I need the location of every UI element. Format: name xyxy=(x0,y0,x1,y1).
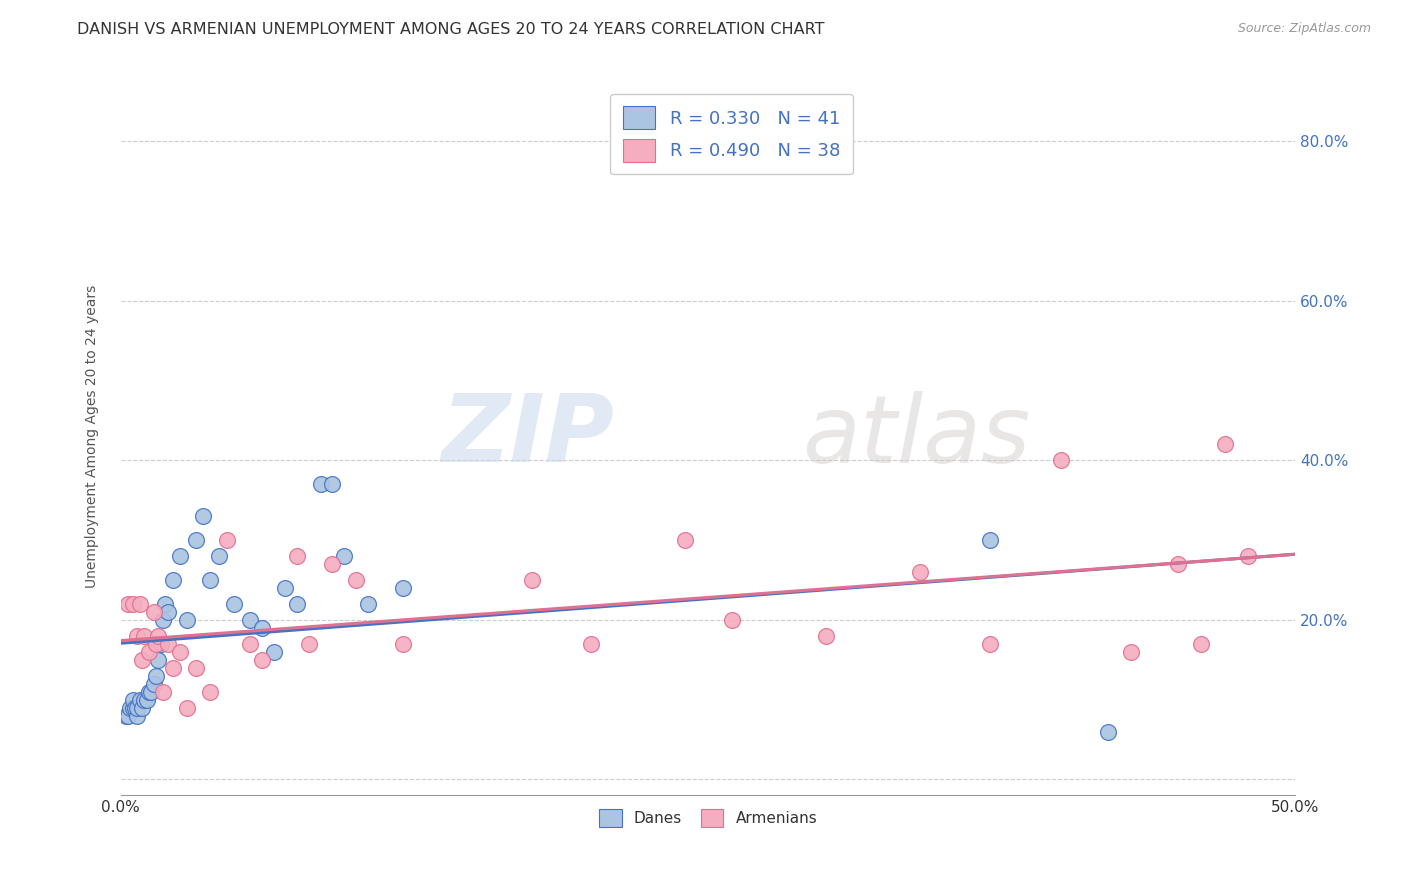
Point xyxy=(121,700,143,714)
Point xyxy=(145,637,167,651)
Point xyxy=(155,597,177,611)
Point xyxy=(135,692,157,706)
Point xyxy=(184,533,207,548)
Point xyxy=(239,637,262,651)
Point xyxy=(128,597,150,611)
Point xyxy=(215,533,238,548)
Point xyxy=(198,684,221,698)
Point xyxy=(333,549,356,563)
Point xyxy=(148,653,170,667)
Point xyxy=(169,549,191,563)
Point xyxy=(127,700,149,714)
Point xyxy=(274,581,297,595)
Point xyxy=(121,597,143,611)
Point xyxy=(191,509,214,524)
Point xyxy=(391,581,413,595)
Point xyxy=(138,684,160,698)
Point xyxy=(908,565,931,579)
Point xyxy=(142,676,165,690)
Point xyxy=(176,700,198,714)
Point xyxy=(298,637,321,651)
Point xyxy=(184,661,207,675)
Point xyxy=(1237,549,1260,563)
Point xyxy=(250,621,273,635)
Point xyxy=(162,661,184,675)
Point xyxy=(134,692,156,706)
Text: Source: ZipAtlas.com: Source: ZipAtlas.com xyxy=(1237,22,1371,36)
Point xyxy=(344,573,367,587)
Point xyxy=(176,613,198,627)
Point xyxy=(1097,724,1119,739)
Point xyxy=(169,645,191,659)
Point xyxy=(134,629,156,643)
Point xyxy=(673,533,696,548)
Point xyxy=(979,533,1001,548)
Point xyxy=(1119,645,1142,659)
Point xyxy=(579,637,602,651)
Point xyxy=(1167,557,1189,571)
Point xyxy=(720,613,742,627)
Point xyxy=(142,605,165,619)
Point xyxy=(121,692,143,706)
Point xyxy=(117,597,139,611)
Point xyxy=(1191,637,1213,651)
Point xyxy=(148,629,170,643)
Point xyxy=(138,645,160,659)
Point xyxy=(285,549,308,563)
Point xyxy=(239,613,262,627)
Point xyxy=(520,573,543,587)
Point xyxy=(208,549,231,563)
Point xyxy=(156,605,179,619)
Point xyxy=(1213,437,1236,451)
Text: ZIP: ZIP xyxy=(441,391,614,483)
Point xyxy=(250,653,273,667)
Point xyxy=(114,708,136,723)
Y-axis label: Unemployment Among Ages 20 to 24 years: Unemployment Among Ages 20 to 24 years xyxy=(86,285,100,588)
Point xyxy=(356,597,378,611)
Point xyxy=(145,669,167,683)
Point xyxy=(131,700,153,714)
Point xyxy=(198,573,221,587)
Point xyxy=(321,557,343,571)
Point xyxy=(263,645,285,659)
Point xyxy=(222,597,245,611)
Point xyxy=(309,477,332,491)
Point xyxy=(156,637,179,651)
Point xyxy=(131,653,153,667)
Text: DANISH VS ARMENIAN UNEMPLOYMENT AMONG AGES 20 TO 24 YEARS CORRELATION CHART: DANISH VS ARMENIAN UNEMPLOYMENT AMONG AG… xyxy=(77,22,825,37)
Point xyxy=(141,684,163,698)
Point xyxy=(152,613,174,627)
Point xyxy=(152,684,174,698)
Text: atlas: atlas xyxy=(801,391,1031,482)
Point xyxy=(285,597,308,611)
Point xyxy=(1049,453,1071,467)
Point xyxy=(127,629,149,643)
Point xyxy=(124,700,146,714)
Point xyxy=(149,637,172,651)
Point xyxy=(979,637,1001,651)
Point xyxy=(127,708,149,723)
Point xyxy=(321,477,343,491)
Point xyxy=(391,637,413,651)
Point xyxy=(117,708,139,723)
Point xyxy=(120,700,142,714)
Point xyxy=(128,692,150,706)
Legend: Danes, Armenians: Danes, Armenians xyxy=(591,802,825,834)
Point xyxy=(814,629,837,643)
Point xyxy=(162,573,184,587)
